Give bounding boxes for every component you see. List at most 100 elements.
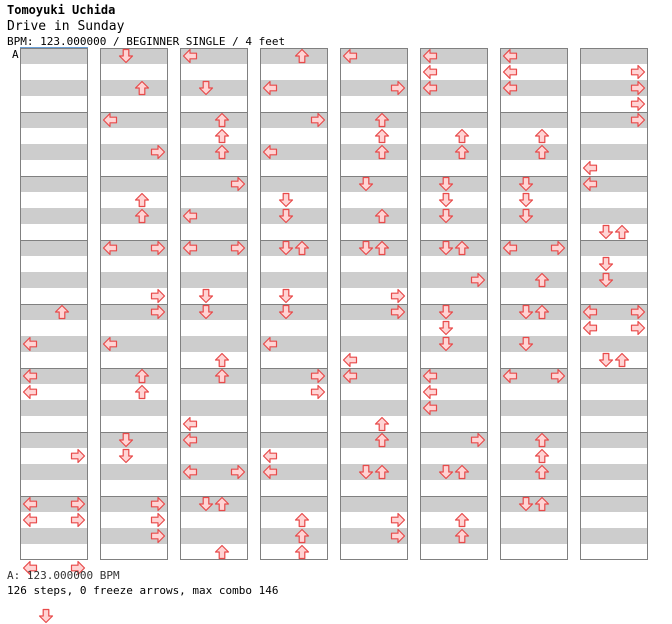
- beat-band: [580, 80, 648, 96]
- beat-band: [180, 400, 248, 416]
- measure-line: [420, 432, 488, 433]
- beat-band: [420, 432, 488, 448]
- up-arrow-icon: [374, 240, 390, 256]
- measure-line: [20, 432, 88, 433]
- down-arrow-icon: [518, 304, 534, 320]
- beat-band: [420, 304, 488, 320]
- beat-band: [180, 336, 248, 352]
- down-arrow-icon: [438, 208, 454, 224]
- measure-line: [180, 304, 248, 305]
- beat-band: [180, 272, 248, 288]
- down-arrow-icon: [518, 192, 534, 208]
- measure-line: [20, 112, 88, 113]
- up-arrow-icon: [534, 304, 550, 320]
- beat-band: [420, 272, 488, 288]
- beat-band: [180, 144, 248, 160]
- up-arrow-icon: [374, 208, 390, 224]
- left-arrow-icon: [342, 48, 358, 64]
- measure-line: [500, 368, 568, 369]
- up-arrow-icon: [294, 544, 310, 560]
- measure-line: [580, 112, 648, 113]
- beat-band: [420, 208, 488, 224]
- beat-band: [500, 432, 568, 448]
- up-arrow-icon: [454, 464, 470, 480]
- measure-line: [420, 304, 488, 305]
- beat-band: [580, 496, 648, 512]
- up-arrow-icon: [214, 144, 230, 160]
- beat-band: [20, 48, 88, 64]
- beat-band: [580, 112, 648, 128]
- measure-line: [420, 176, 488, 177]
- left-arrow-icon: [22, 512, 38, 528]
- left-arrow-icon: [422, 400, 438, 416]
- beat-band: [340, 272, 408, 288]
- measure-line: [100, 432, 168, 433]
- beat-band: [420, 80, 488, 96]
- up-arrow-icon: [454, 512, 470, 528]
- beat-band: [180, 176, 248, 192]
- chart-column-5: [340, 48, 408, 560]
- song-artist: Tomoyuki Uchida: [7, 3, 116, 17]
- beat-band: [260, 336, 328, 352]
- down-arrow-icon: [358, 464, 374, 480]
- down-arrow-icon: [438, 304, 454, 320]
- left-arrow-icon: [262, 80, 278, 96]
- up-arrow-icon: [214, 544, 230, 560]
- beat-band: [580, 240, 648, 256]
- left-arrow-icon: [22, 384, 38, 400]
- beat-band: [180, 304, 248, 320]
- up-arrow-icon: [534, 144, 550, 160]
- beat-band: [100, 80, 168, 96]
- beat-band: [260, 496, 328, 512]
- beat-band: [260, 432, 328, 448]
- measure-line: [20, 304, 88, 305]
- down-arrow-icon: [278, 240, 294, 256]
- beat-band: [420, 112, 488, 128]
- left-arrow-icon: [182, 208, 198, 224]
- measure-line: [180, 176, 248, 177]
- beat-band: [260, 528, 328, 544]
- down-arrow-icon: [438, 176, 454, 192]
- up-arrow-icon: [134, 80, 150, 96]
- left-arrow-icon: [22, 336, 38, 352]
- beat-band: [500, 112, 568, 128]
- beat-band: [100, 48, 168, 64]
- beat-band: [100, 400, 168, 416]
- beat-band: [20, 368, 88, 384]
- measure-line: [260, 368, 328, 369]
- left-arrow-icon: [502, 80, 518, 96]
- beat-band: [260, 400, 328, 416]
- measure-line: [340, 432, 408, 433]
- beat-band: [100, 112, 168, 128]
- down-arrow-icon: [598, 352, 614, 368]
- beat-band: [100, 368, 168, 384]
- measure-line: [100, 176, 168, 177]
- beat-band: [20, 272, 88, 288]
- left-arrow-icon: [182, 240, 198, 256]
- measure-line: [420, 240, 488, 241]
- beat-band: [180, 80, 248, 96]
- measure-line: [100, 304, 168, 305]
- measure-line: [180, 496, 248, 497]
- chart-column-7: [500, 48, 568, 560]
- right-arrow-icon: [390, 528, 406, 544]
- beat-band: [260, 144, 328, 160]
- measure-line: [260, 496, 328, 497]
- up-arrow-icon: [294, 528, 310, 544]
- down-arrow-icon: [198, 288, 214, 304]
- measure-line: [500, 304, 568, 305]
- chart-column-2: [100, 48, 168, 560]
- right-arrow-icon: [390, 512, 406, 528]
- beat-band: [340, 144, 408, 160]
- right-arrow-icon: [150, 288, 166, 304]
- left-arrow-icon: [262, 336, 278, 352]
- down-arrow-icon: [198, 304, 214, 320]
- right-arrow-icon: [150, 512, 166, 528]
- down-arrow-icon: [518, 176, 534, 192]
- right-arrow-icon: [150, 144, 166, 160]
- measure-line: [340, 176, 408, 177]
- right-arrow-icon: [230, 240, 246, 256]
- beat-band: [420, 336, 488, 352]
- left-arrow-icon: [582, 160, 598, 176]
- bpm-change-line: [20, 47, 88, 48]
